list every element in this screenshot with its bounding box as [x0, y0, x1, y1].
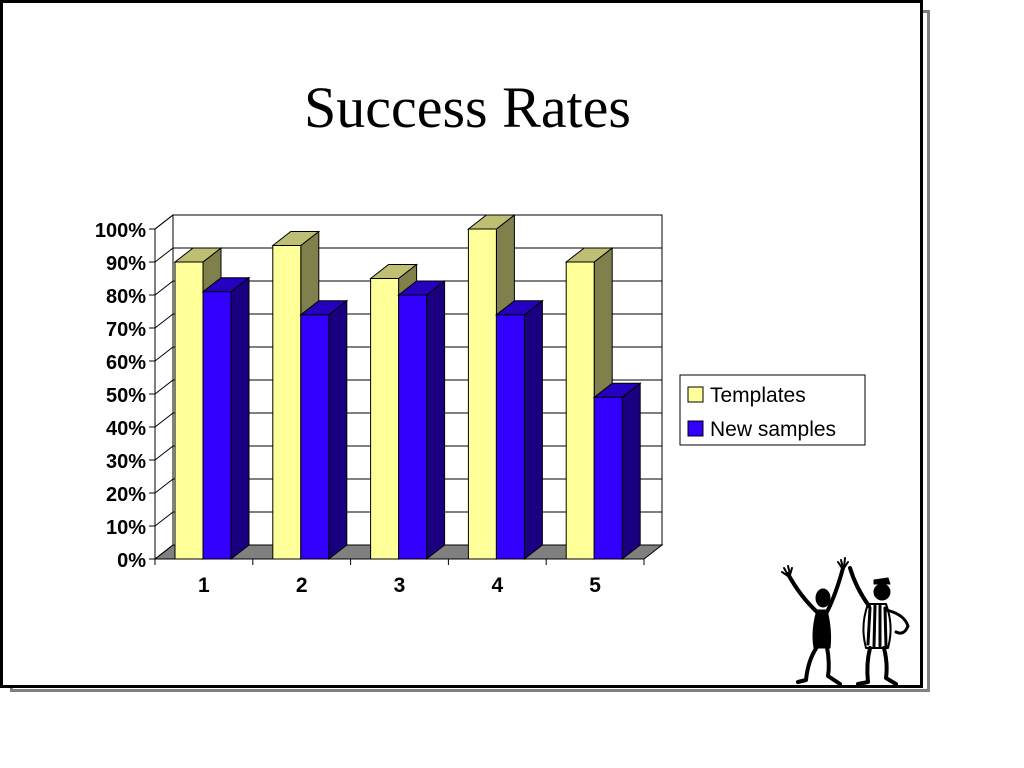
y-tick-label: 20%: [106, 484, 146, 506]
bar: [202, 291, 232, 560]
side-gridline: [154, 544, 174, 560]
y-tick-label: 60%: [106, 352, 146, 374]
legend-label: New samples: [710, 418, 836, 441]
y-tick-label: 70%: [106, 319, 146, 341]
y-axis-top: [154, 214, 174, 230]
bar-side: [328, 299, 348, 561]
legend-label: Templates: [710, 384, 806, 407]
y-tick-label: 90%: [106, 253, 146, 275]
legend-swatch: [687, 386, 704, 403]
bar-side: [621, 382, 641, 561]
side-gridline: [154, 445, 174, 461]
side-gridline: [154, 313, 174, 329]
bar: [593, 396, 623, 560]
side-gridline: [154, 478, 174, 494]
y-tick-label: 100%: [95, 220, 146, 242]
legend-swatch: [687, 420, 704, 437]
bar: [272, 245, 302, 560]
slide: [0, 0, 923, 688]
bar: [300, 314, 330, 560]
bar: [398, 294, 428, 560]
side-gridline: [154, 280, 174, 296]
bar-side: [426, 279, 446, 561]
celebrating-figures-icon: [781, 557, 910, 686]
bar: [495, 314, 525, 560]
x-tick-label: 1: [198, 574, 210, 597]
x-tick-label: 3: [394, 574, 406, 597]
y-tick-label: 30%: [106, 451, 146, 473]
chart-title: Success Rates: [304, 75, 631, 140]
bar: [370, 278, 400, 560]
bar: [174, 261, 204, 560]
y-tick-label: 0%: [117, 550, 146, 572]
y-tick-label: 50%: [106, 385, 146, 407]
bar-side: [230, 276, 250, 561]
side-gridline: [154, 412, 174, 428]
bar: [467, 228, 497, 560]
side-gridline: [154, 511, 174, 527]
x-tick-label: 2: [296, 574, 308, 597]
y-tick-label: 80%: [106, 286, 146, 308]
bar: [565, 261, 595, 560]
legend: [679, 374, 866, 446]
y-tick-label: 40%: [106, 418, 146, 440]
side-gridline: [154, 247, 174, 263]
y-tick-label: 10%: [106, 517, 146, 539]
x-tick-label: 4: [491, 574, 503, 597]
bar-side: [523, 299, 543, 561]
side-gridline: [154, 379, 174, 395]
side-gridline: [154, 346, 174, 362]
x-tick-label: 5: [589, 574, 601, 597]
